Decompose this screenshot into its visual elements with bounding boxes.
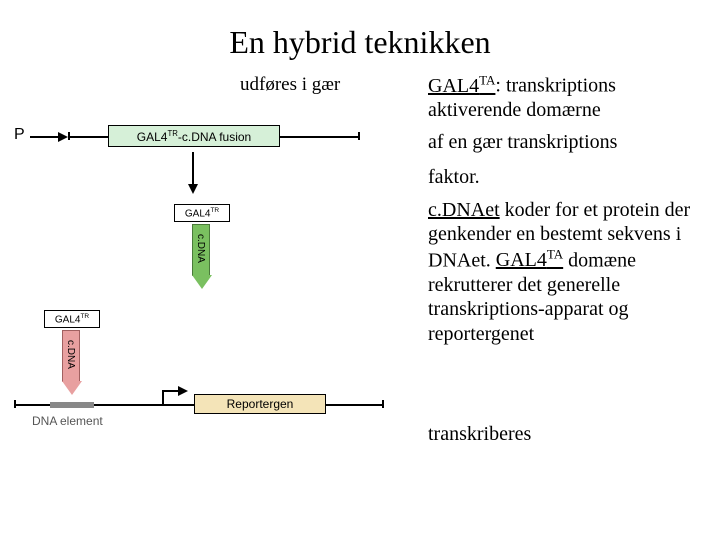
p-label: P bbox=[14, 126, 25, 144]
diagram: P GAL4TR-c.DNA fusion GAL4TR c.DNA GAL4T… bbox=[14, 112, 414, 492]
para-5: transkriberes bbox=[428, 422, 706, 446]
subtitle: udføres i gær bbox=[240, 74, 340, 96]
vline bbox=[192, 152, 194, 184]
tick bbox=[68, 132, 70, 140]
arrow-right-icon bbox=[58, 132, 68, 142]
dna-element-seg bbox=[50, 402, 94, 408]
vline bbox=[162, 390, 164, 404]
cdna-shape-green: c.DNA bbox=[192, 224, 210, 276]
tick bbox=[358, 132, 360, 140]
gal4-box-mid: GAL4TR bbox=[174, 204, 230, 222]
tick bbox=[382, 400, 384, 408]
tick bbox=[14, 400, 16, 408]
page-title: En hybrid teknikken bbox=[0, 24, 720, 61]
cdna-shape-pink: c.DNA bbox=[62, 330, 80, 382]
para-2: af en gær transkriptions bbox=[428, 130, 706, 154]
arrow-right-icon bbox=[178, 386, 188, 396]
dna-element-label: DNA element bbox=[32, 414, 103, 428]
line bbox=[280, 136, 360, 138]
fusion-box: GAL4TR-c.DNA fusion bbox=[108, 125, 280, 147]
para-gal4ta: GAL4TA: transkriptions aktiverende domær… bbox=[428, 72, 706, 122]
line bbox=[162, 390, 178, 392]
line bbox=[68, 136, 108, 138]
para-3: faktor. bbox=[428, 165, 706, 189]
para-4: c.DNAet koder for et protein der genkend… bbox=[428, 198, 706, 346]
gal4-box-bottom: GAL4TR bbox=[44, 310, 100, 328]
line bbox=[30, 136, 58, 138]
arrow-down-icon bbox=[188, 184, 198, 194]
reporter-box: Reportergen bbox=[194, 394, 326, 414]
